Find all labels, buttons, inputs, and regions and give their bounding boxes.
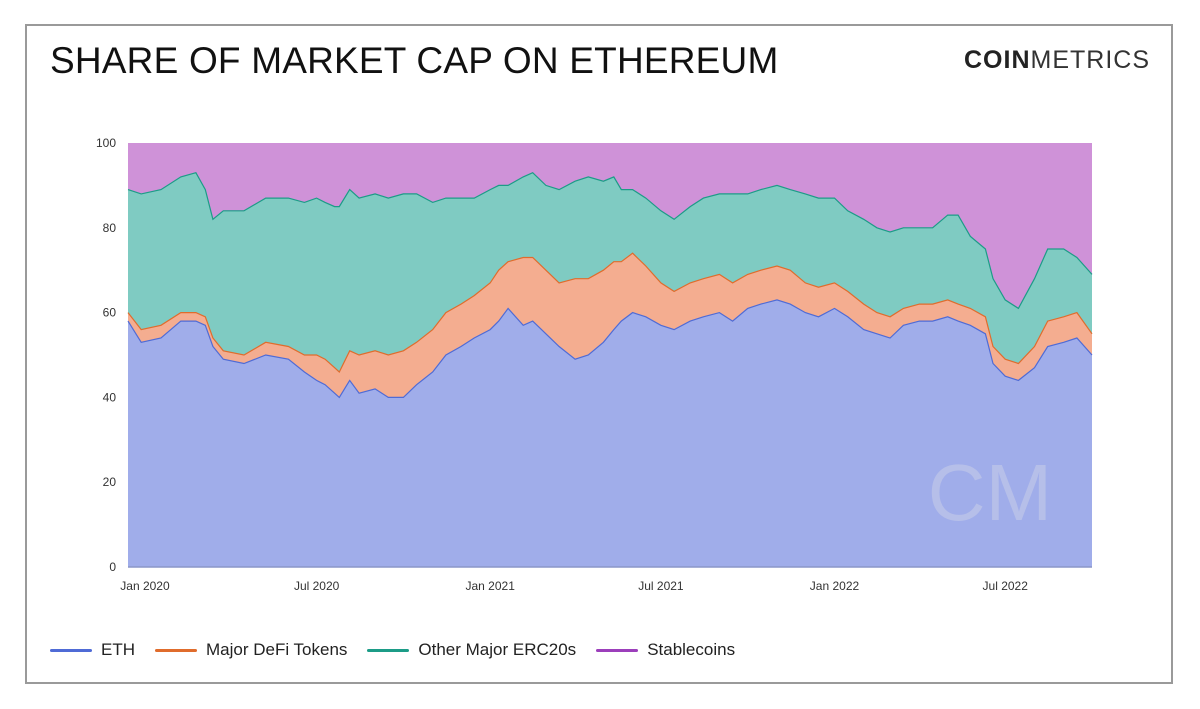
legend-swatch [50, 648, 92, 652]
legend-label: Major DeFi Tokens [206, 640, 348, 659]
y-tick-label: 40 [103, 390, 117, 404]
legend: ETH Major DeFi Tokens Other Major ERC20s St… [50, 640, 735, 660]
line-major-defi-tokens [127, 252, 1093, 373]
line-eth [127, 299, 1093, 399]
y-tick-label: 60 [103, 306, 117, 320]
legend-item-stablecoins[interactable]: Stablecoins [596, 640, 735, 660]
y-axis: 0 20 40 60 80 100 [96, 136, 116, 574]
area-stablecoins [128, 143, 1092, 309]
series-lines [127, 171, 1093, 399]
area-layers [128, 143, 1092, 567]
y-tick-label: 80 [103, 221, 117, 235]
x-axis: Jan 2020 Jul 2020 Jan 2021 Jul 2021 Jan 2022… [120, 566, 1092, 593]
logo-bold-part: COIN [964, 46, 1031, 74]
coinmetrics-logo: COINMETRICS [964, 46, 1150, 75]
cm-watermark: CM [928, 448, 1052, 537]
area-eth [128, 299, 1092, 567]
legend-swatch [596, 648, 639, 652]
y-tick-label: 0 [109, 560, 116, 574]
x-tick-label: Jan 2022 [810, 579, 860, 593]
x-tick-label: Jul 2020 [294, 579, 340, 593]
legend-swatch [367, 648, 410, 652]
x-tick-label: Jul 2022 [983, 579, 1029, 593]
y-tick-label: 100 [96, 136, 116, 150]
x-tick-label: Jan 2020 [120, 579, 170, 593]
x-tick-label: Jul 2021 [638, 579, 684, 593]
y-tick-label: 20 [103, 475, 117, 489]
area-other-major-erc20s [128, 172, 1092, 372]
legend-label: ETH [101, 640, 135, 659]
x-tick-label: Jan 2021 [466, 579, 516, 593]
legend-swatch [155, 648, 197, 652]
logo-light-part: METRICS [1030, 46, 1150, 74]
area-major-defi-tokens [128, 253, 1092, 398]
legend-item-major-defi-tokens[interactable]: Major DeFi Tokens [155, 640, 347, 660]
legend-label: Other Major ERC20s [418, 640, 577, 659]
chart-title: SHARE OF MARKET CAP ON ETHEREUM [50, 40, 779, 81]
line-other-major-erc20s [127, 171, 1093, 310]
legend-label: Stablecoins [647, 640, 736, 659]
legend-item-eth[interactable]: ETH [50, 640, 135, 660]
legend-item-other-major-erc20s[interactable]: Other Major ERC20s [367, 640, 576, 660]
